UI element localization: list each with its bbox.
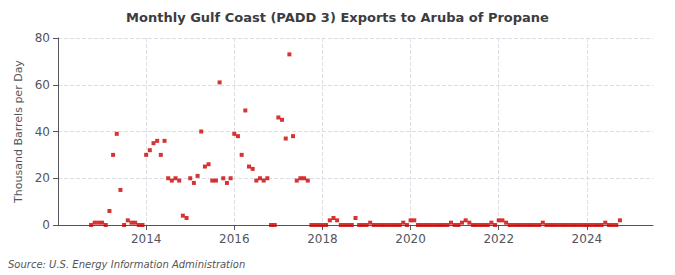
svg-text:20: 20 [35, 171, 50, 185]
svg-text:0: 0 [42, 218, 50, 232]
svg-text:Monthly Gulf Coast (PADD 3) Ex: Monthly Gulf Coast (PADD 3) Exports to A… [126, 10, 549, 25]
svg-text:Thousand Barrels per Day: Thousand Barrels per Day [12, 60, 25, 204]
svg-text:60: 60 [35, 78, 50, 92]
svg-text:2020: 2020 [395, 232, 426, 246]
svg-text:2016: 2016 [219, 232, 250, 246]
svg-text:2014: 2014 [131, 232, 162, 246]
svg-text:2024: 2024 [572, 232, 603, 246]
svg-text:2018: 2018 [307, 232, 338, 246]
svg-text:40: 40 [35, 125, 50, 139]
svg-text:Source: U.S. Energy Informatio: Source: U.S. Energy Information Administ… [8, 259, 245, 270]
svg-text:2022: 2022 [483, 232, 514, 246]
svg-text:80: 80 [35, 31, 50, 45]
